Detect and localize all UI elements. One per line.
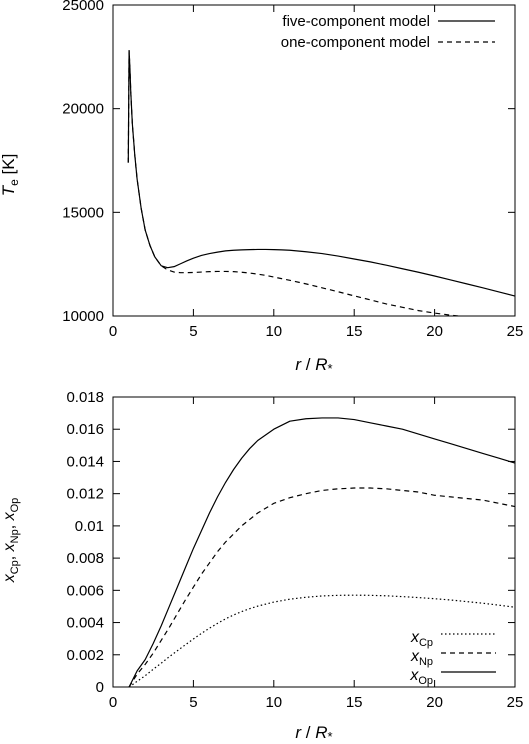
- x-tick-label: 0: [109, 694, 117, 711]
- x-axis-label: r / R*: [295, 355, 332, 376]
- x-tick-label: 5: [189, 323, 197, 340]
- y-tick-label: 0.002: [66, 647, 104, 664]
- x-tick-label: 25: [507, 323, 524, 340]
- x-tick-label: 10: [265, 694, 282, 711]
- x-tick-label: 0: [109, 323, 117, 340]
- temperature-chart: 0 5 10 15 20 25 10000 15000 20000 25000 five-comp…: [0, 0, 523, 376]
- y-tick-label: 0.004: [66, 615, 104, 632]
- y-tick-label: 0: [96, 679, 104, 696]
- legend-label-one-component: one-component model: [281, 34, 430, 51]
- legend-label-x-op: xOp: [409, 667, 433, 687]
- y-tick-label: 0.016: [66, 421, 104, 438]
- svg-text:xCp, xNp, xOp: xCp, xNp, xOp: [1, 498, 21, 584]
- series-line-one-component-model: [127, 50, 459, 317]
- ion-fraction-chart: 0 5 10 15 20 25 0 0.002 0.004 0.006 0.008 0.01 0.012…: [1, 389, 523, 744]
- x-tick-label: 15: [346, 323, 363, 340]
- y-tick-label: 15000: [62, 204, 104, 221]
- x-tick-label: 20: [426, 323, 443, 340]
- y-tick-label: 0.014: [66, 453, 104, 470]
- y-tick-label: 25000: [62, 0, 104, 14]
- plot-frame: [112, 396, 516, 688]
- x-tick-label: 5: [189, 694, 197, 711]
- legend: xCp xNp xOp: [409, 629, 496, 687]
- series-line-x-cp: [128, 594, 516, 688]
- svg-text:Te [K]: Te [K]: [0, 154, 21, 197]
- y-tick-label: 20000: [62, 101, 104, 118]
- y-tick-label: 0.006: [66, 582, 104, 599]
- series-line-x-op: [128, 417, 516, 688]
- y-tick-label: 0.008: [66, 550, 104, 567]
- legend: five-component model one-component model: [281, 13, 495, 51]
- legend-label-x-np: xNp: [410, 648, 433, 668]
- x-tick-label: 25: [507, 694, 524, 711]
- y-tick-label: 10000: [62, 308, 104, 325]
- y-tick-label: 0.018: [66, 389, 104, 406]
- legend-label-five-component: five-component model: [282, 13, 430, 30]
- x-tick-label: 10: [265, 323, 282, 340]
- x-tick-label: 20: [426, 694, 443, 711]
- series-line-five-component-model: [127, 50, 516, 297]
- legend-label-x-cp: xCp: [410, 629, 433, 649]
- y-tick-label: 0.012: [66, 486, 104, 503]
- x-axis-label: r / R*: [295, 723, 332, 744]
- x-tick-label: 15: [346, 694, 363, 711]
- y-tick-label: 0.01: [75, 518, 104, 535]
- plot-frame: [112, 4, 516, 317]
- y-axis-label: Te [K]: [0, 154, 21, 197]
- y-axis-label: xCp, xNp, xOp: [1, 498, 21, 584]
- series-line-x-np: [128, 487, 516, 688]
